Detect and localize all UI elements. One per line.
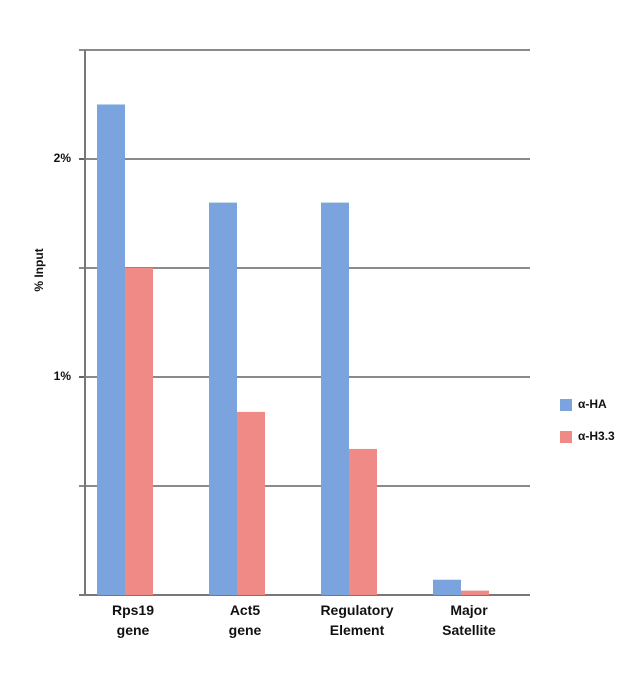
x-tick-label: Major Satellite bbox=[442, 602, 496, 638]
bar bbox=[461, 590, 489, 595]
bar bbox=[209, 202, 237, 595]
y-tick-label: 2% bbox=[54, 151, 72, 165]
x-tick-label: Regulatory Element bbox=[320, 602, 394, 638]
bar bbox=[97, 104, 125, 595]
legend-label: α-H3.3 bbox=[578, 429, 615, 443]
y-tick-label: 1% bbox=[54, 369, 72, 383]
legend-swatch bbox=[560, 431, 572, 443]
legend-label: α-HA bbox=[578, 397, 607, 411]
legend-swatch bbox=[560, 399, 572, 411]
y-axis-label: % Input bbox=[32, 248, 46, 291]
bar bbox=[349, 448, 377, 595]
x-tick-label: Act5 gene bbox=[228, 602, 262, 638]
bar bbox=[237, 411, 265, 595]
bar bbox=[433, 579, 461, 595]
x-tick-label: Rps19 gene bbox=[111, 602, 155, 638]
bar bbox=[125, 268, 153, 595]
bar bbox=[321, 202, 349, 595]
